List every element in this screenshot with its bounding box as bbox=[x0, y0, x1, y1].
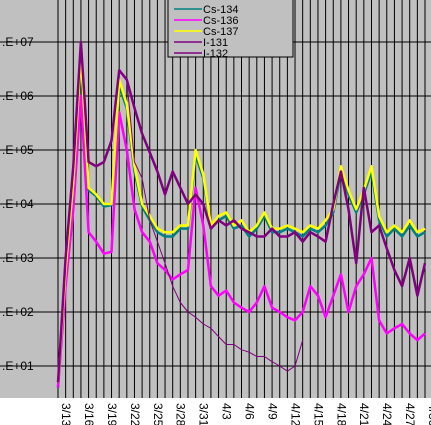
y-tick-label: .E+01 bbox=[2, 359, 34, 373]
y-axis-ticks: .E+01 .E+02 .E+03 .E+04 .E+05 .E+06 .E+07 bbox=[2, 35, 34, 373]
series-line-i-131 bbox=[56, 40, 427, 383]
x-tick-label: 4/12 bbox=[288, 403, 302, 425]
x-tick-label: 4/9 bbox=[265, 403, 279, 420]
x-tick-label: 4/30 bbox=[426, 403, 431, 425]
series-line-cs-136 bbox=[56, 94, 426, 388]
legend-label: I-131 bbox=[203, 37, 228, 49]
x-tick-label: 3/16 bbox=[82, 403, 96, 425]
legend-label: Cs-136 bbox=[203, 15, 238, 27]
y-tick-label: .E+07 bbox=[2, 35, 34, 49]
y-tick-label: .E+05 bbox=[2, 143, 34, 157]
legend-label: Cs-137 bbox=[203, 26, 238, 38]
y-tick-label: .E+02 bbox=[2, 305, 34, 319]
x-tick-label: 3/28 bbox=[174, 403, 188, 425]
series-layer bbox=[56, 40, 427, 388]
x-tick-label: 3/22 bbox=[128, 403, 142, 425]
x-tick-label: 3/31 bbox=[197, 403, 211, 425]
x-tick-label: 4/24 bbox=[380, 403, 394, 425]
x-tick-label: 3/19 bbox=[105, 403, 119, 425]
y-tick-label: .E+06 bbox=[2, 89, 34, 103]
x-tick-label: 4/18 bbox=[334, 403, 348, 425]
x-tick-label: 3/13 bbox=[59, 403, 73, 425]
y-tick-label: .E+03 bbox=[2, 251, 34, 265]
y-tick-label: .E+04 bbox=[2, 197, 34, 211]
x-axis-ticks: 3/13 3/16 3/19 3/22 3/25 3/28 3/31 4/3 4/6 4/9 4/1… bbox=[59, 403, 431, 425]
series-line-i-132 bbox=[126, 79, 304, 372]
x-tick-label: 4/21 bbox=[357, 403, 371, 425]
x-tick-label: 4/15 bbox=[311, 403, 325, 425]
legend-label: Cs-134 bbox=[203, 4, 238, 16]
x-tick-label: 4/3 bbox=[220, 403, 234, 420]
x-tick-label: 4/27 bbox=[403, 403, 417, 425]
x-tick-label: 3/25 bbox=[151, 403, 165, 425]
x-tick-label: 4/6 bbox=[243, 403, 257, 420]
legend-label: I-132 bbox=[203, 48, 228, 60]
